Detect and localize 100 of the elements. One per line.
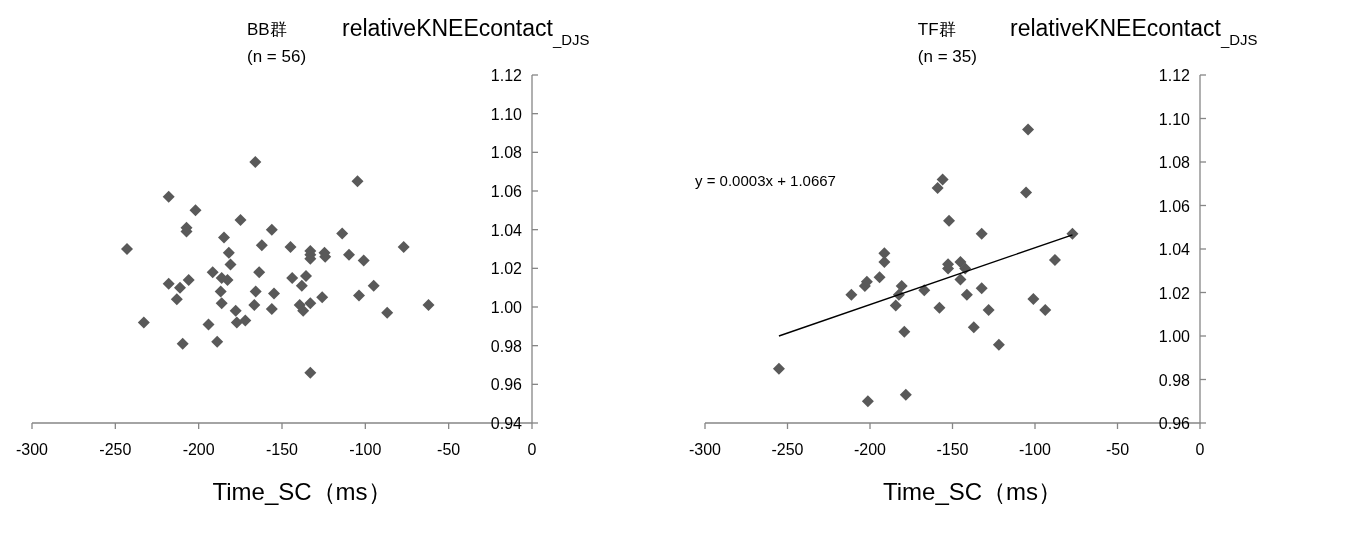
point <box>367 279 380 292</box>
point <box>222 246 235 259</box>
point <box>899 388 912 401</box>
point <box>174 281 186 294</box>
point <box>253 266 266 279</box>
point <box>351 175 364 188</box>
point <box>975 282 988 295</box>
x-tick-label: -200 <box>853 441 887 458</box>
point <box>268 287 280 300</box>
point <box>202 318 215 331</box>
annotation: y = 0.0003x + 1.0667 <box>695 172 836 189</box>
y-tick-label: 1.00 <box>490 299 523 316</box>
x-tick-label: -250 <box>99 441 132 458</box>
point <box>162 277 175 290</box>
point <box>239 314 252 327</box>
point <box>381 306 394 319</box>
point <box>121 243 133 255</box>
point <box>215 297 228 310</box>
point <box>933 301 946 314</box>
y-tick-label: 0.98 <box>1158 371 1191 389</box>
point <box>230 316 243 329</box>
point <box>861 395 874 408</box>
point <box>284 241 297 254</box>
chart-title: TF群 <box>917 20 956 39</box>
x-tick-label: -200 <box>182 441 215 458</box>
point <box>943 214 956 227</box>
point <box>895 279 908 292</box>
point <box>1027 293 1040 306</box>
y-tick-label: 0.96 <box>490 376 523 394</box>
x-tick-label: 0 <box>1195 441 1205 458</box>
x-tick-label: -150 <box>265 441 299 458</box>
point <box>954 256 967 269</box>
chart-title: BB群 <box>247 20 287 39</box>
point <box>397 241 410 254</box>
point <box>224 258 237 271</box>
y-tick-label: 1.02 <box>1158 284 1191 302</box>
point <box>229 304 242 317</box>
y-tick-label: 1.02 <box>490 260 523 278</box>
point <box>936 173 949 186</box>
point <box>975 227 988 240</box>
point <box>1022 123 1035 136</box>
y-tick-label: 1.12 <box>1158 67 1191 84</box>
x-tick-label: -100 <box>349 441 382 458</box>
chart-subtitle: (n = 35) <box>917 47 977 66</box>
point <box>898 325 911 338</box>
y-tick-label: 1.06 <box>490 183 523 200</box>
y-tick-label: 1.10 <box>1158 110 1191 128</box>
point <box>137 316 150 329</box>
x-tick-label: -50 <box>1105 441 1130 458</box>
point <box>170 293 183 306</box>
y-tick-label: 0.98 <box>490 337 523 355</box>
point <box>772 362 785 375</box>
point <box>265 302 278 315</box>
point <box>1048 253 1061 266</box>
point <box>249 285 262 298</box>
point <box>176 337 189 350</box>
point <box>931 182 944 195</box>
point <box>286 272 299 284</box>
point <box>265 223 278 236</box>
point <box>189 204 202 217</box>
point <box>982 303 995 316</box>
y-tick-label: 1.00 <box>1158 328 1191 345</box>
point <box>304 366 317 379</box>
point <box>878 256 891 269</box>
x-tick-label: -150 <box>936 441 969 458</box>
x-tick-label: -250 <box>771 441 804 458</box>
y-axis-title: relativeKNEEcontact$_{_DJS}$ <box>342 15 590 48</box>
point <box>1039 303 1052 316</box>
y-tick-label: 0.96 <box>1158 415 1191 432</box>
point <box>873 271 886 284</box>
y-tick-label: 1.08 <box>490 144 523 162</box>
x-axis-title: Time_SC（ms） <box>882 478 1063 505</box>
point <box>248 299 261 312</box>
point <box>234 214 247 226</box>
point <box>353 289 365 302</box>
point <box>316 291 329 304</box>
y-tick-label: 1.08 <box>1158 154 1191 171</box>
point <box>304 297 317 310</box>
point <box>992 338 1005 351</box>
point <box>960 288 973 301</box>
chart-subtitle: (n = 56) <box>247 47 307 66</box>
point <box>182 273 195 286</box>
x-tick-label: -50 <box>437 441 461 458</box>
point <box>162 190 175 203</box>
point <box>954 273 967 286</box>
y-tick-label: 0.94 <box>490 415 523 432</box>
point <box>295 279 308 292</box>
point <box>336 227 349 240</box>
point <box>214 285 227 298</box>
point <box>845 288 858 301</box>
y-tick-label: 1.04 <box>490 221 523 239</box>
y-tick-label: 1.06 <box>1158 197 1191 215</box>
point <box>357 254 370 267</box>
y-tick-label: 1.12 <box>490 67 523 84</box>
point <box>206 266 219 279</box>
x-axis-title: Time_SC（ms） <box>212 478 392 505</box>
point <box>249 156 262 168</box>
x-tick-label: -100 <box>1018 441 1052 458</box>
point <box>1020 186 1033 199</box>
point <box>967 321 980 334</box>
